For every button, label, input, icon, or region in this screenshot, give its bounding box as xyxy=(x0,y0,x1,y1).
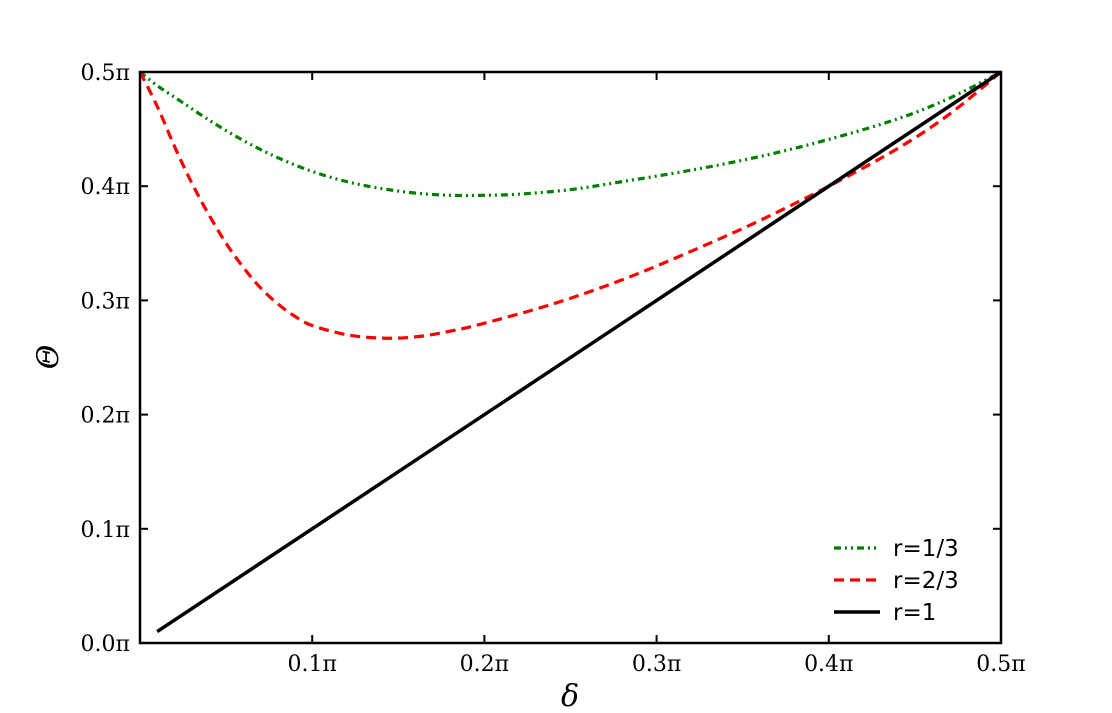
x-tick-label: 0.4π xyxy=(804,652,853,677)
legend: r=1/3 r=2/3 r=1 xyxy=(834,536,959,626)
legend-label-3: r=1 xyxy=(893,600,936,626)
y-tick-label: 0.2π xyxy=(81,404,130,429)
legend-label-1: r=1/3 xyxy=(893,536,959,562)
series-line-2 xyxy=(138,70,1003,340)
x-tick-label: 0.3π xyxy=(632,652,681,677)
series-line-3 xyxy=(156,70,1002,634)
y-axis-title: Θ xyxy=(31,345,66,370)
y-tick-label: 0.5π xyxy=(81,61,130,86)
labels-layer: 0.1π 0.2π 0.3π 0.4π 0.5π 0.0π 0.1π 0.2π 0.3π 0.4π… xyxy=(81,61,1026,677)
x-tick-label: 0.2π xyxy=(460,652,509,677)
series-line-1 xyxy=(139,70,1002,198)
plot-frame xyxy=(138,70,1003,645)
y-tick-label: 0.0π xyxy=(81,632,130,657)
x-tick-label: 0.1π xyxy=(287,652,336,677)
x-tick-label: 0.5π xyxy=(976,652,1025,677)
x-axis-title: δ xyxy=(561,679,579,713)
legend-label-2: r=2/3 xyxy=(893,568,959,594)
y-tick-label: 0.3π xyxy=(81,289,130,314)
y-tick-label: 0.1π xyxy=(81,518,130,543)
y-tick-label: 0.4π xyxy=(81,175,130,200)
series-layer xyxy=(138,70,1003,634)
